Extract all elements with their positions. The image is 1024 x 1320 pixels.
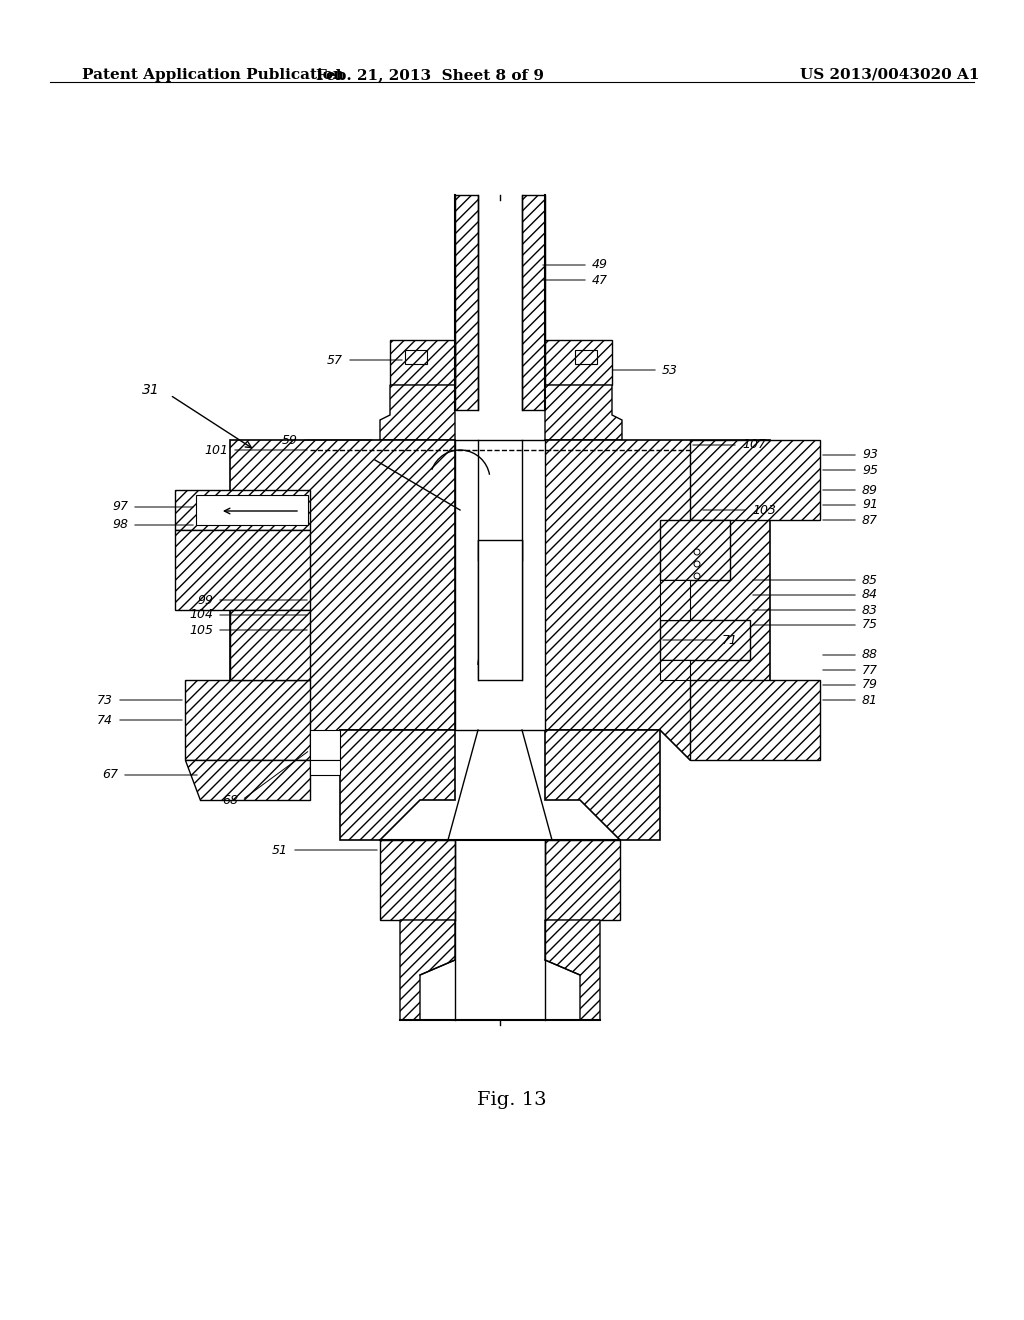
- Polygon shape: [175, 531, 310, 610]
- Bar: [660, 579, 690, 620]
- Text: 59: 59: [282, 433, 298, 446]
- Text: 75: 75: [862, 619, 878, 631]
- Bar: [478, 540, 522, 680]
- Polygon shape: [660, 520, 730, 579]
- Text: 47: 47: [592, 273, 608, 286]
- Bar: [196, 495, 308, 525]
- Text: 74: 74: [97, 714, 113, 726]
- Text: 89: 89: [862, 483, 878, 496]
- Text: Patent Application Publication: Patent Application Publication: [82, 69, 344, 82]
- Text: 77: 77: [862, 664, 878, 676]
- Polygon shape: [380, 385, 455, 440]
- Text: 87: 87: [862, 513, 878, 527]
- Polygon shape: [185, 680, 310, 760]
- Text: 104: 104: [189, 609, 213, 622]
- Polygon shape: [545, 920, 600, 1020]
- Text: 107: 107: [742, 438, 766, 451]
- Bar: [310, 730, 340, 760]
- Circle shape: [694, 561, 700, 568]
- Text: 68: 68: [222, 793, 238, 807]
- Text: 31: 31: [142, 383, 160, 397]
- Text: 81: 81: [862, 693, 878, 706]
- Polygon shape: [522, 195, 545, 411]
- Polygon shape: [690, 680, 820, 760]
- Text: 83: 83: [862, 603, 878, 616]
- Polygon shape: [175, 490, 310, 531]
- Polygon shape: [230, 610, 310, 680]
- Text: 79: 79: [862, 678, 878, 692]
- Text: 85: 85: [862, 573, 878, 586]
- Text: 99: 99: [197, 594, 213, 606]
- Text: 84: 84: [862, 589, 878, 602]
- Polygon shape: [660, 620, 750, 660]
- Text: 95: 95: [862, 463, 878, 477]
- Polygon shape: [185, 760, 310, 800]
- Polygon shape: [340, 730, 455, 840]
- Text: 53: 53: [662, 363, 678, 376]
- Text: 73: 73: [97, 693, 113, 706]
- Text: 97: 97: [112, 500, 128, 513]
- Polygon shape: [545, 840, 620, 920]
- Bar: [310, 760, 340, 775]
- Text: 98: 98: [112, 519, 128, 532]
- Text: 57: 57: [327, 354, 343, 367]
- Text: 67: 67: [102, 768, 118, 781]
- Text: 105: 105: [189, 623, 213, 636]
- Polygon shape: [465, 540, 535, 680]
- Text: 101: 101: [204, 444, 228, 457]
- Polygon shape: [400, 920, 455, 1020]
- Text: 49: 49: [592, 259, 608, 272]
- Bar: [406, 350, 427, 364]
- Text: 51: 51: [272, 843, 288, 857]
- Text: Fig. 13: Fig. 13: [477, 1092, 547, 1109]
- Circle shape: [694, 549, 700, 554]
- Polygon shape: [390, 341, 455, 385]
- Polygon shape: [545, 385, 622, 440]
- Polygon shape: [545, 730, 660, 840]
- Bar: [575, 350, 597, 364]
- Polygon shape: [230, 440, 455, 760]
- Text: 93: 93: [862, 449, 878, 462]
- Polygon shape: [380, 840, 455, 920]
- Polygon shape: [455, 195, 478, 411]
- Bar: [660, 660, 690, 680]
- Polygon shape: [690, 440, 820, 520]
- Circle shape: [694, 573, 700, 579]
- Bar: [455, 440, 545, 730]
- Polygon shape: [545, 440, 770, 760]
- Text: 103: 103: [752, 503, 776, 516]
- Text: 71: 71: [722, 634, 738, 647]
- Text: US 2013/0043020 A1: US 2013/0043020 A1: [800, 69, 980, 82]
- Text: 91: 91: [862, 499, 878, 511]
- Text: Feb. 21, 2013  Sheet 8 of 9: Feb. 21, 2013 Sheet 8 of 9: [316, 69, 544, 82]
- Polygon shape: [545, 341, 612, 385]
- Text: 88: 88: [862, 648, 878, 661]
